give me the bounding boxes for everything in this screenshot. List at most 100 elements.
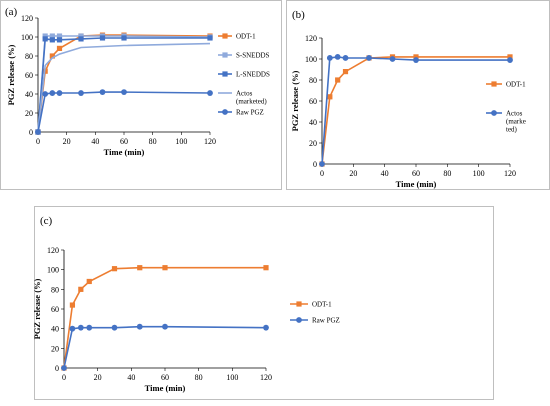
chart-c-data-point: [69, 325, 76, 332]
chart-b-data-point: [507, 57, 513, 63]
chart-a-series-line: [37, 42, 211, 133]
chart-c-x-tick-label: 100: [226, 373, 238, 382]
chart-c-data-point: [78, 286, 84, 292]
chart-a-data-point: [42, 33, 48, 39]
chart-b-y-tick-label: 80: [309, 76, 317, 85]
chart-b-x-tick-label: 100: [473, 169, 485, 178]
chart-c-y-axis-label: PGZ release (%): [32, 278, 42, 339]
chart-a-data-point: [56, 90, 63, 96]
chart-a-data-point: [35, 129, 41, 135]
chart-c-y-tick-label: 0: [55, 364, 59, 373]
chart-b-data-point: [334, 54, 341, 60]
chart-c-panel-label: (c): [40, 215, 53, 227]
chart-a-y-tick-label: 120: [21, 14, 33, 23]
chart-b-data-point: [366, 55, 372, 61]
chart-b-data-point: [335, 77, 341, 83]
chart-b-y-axis-label: PGZ release (%): [290, 70, 300, 131]
chart-c-data-point: [162, 265, 168, 271]
chart-b-data-point: [413, 57, 419, 63]
chart-a-legend-marker: [222, 33, 228, 39]
chart-c-legend-label-line: ODT-1: [312, 301, 332, 309]
chart-a-data-point: [78, 36, 84, 42]
chart-c-y-tick-label: 20: [51, 344, 59, 353]
chart-c-data-point: [263, 324, 269, 331]
chart-b-x-tick-label: 0: [320, 169, 324, 178]
chart-a-legend-label: S-SNEDDS: [236, 52, 270, 60]
chart-a-legend-label-line: Actos: [236, 90, 253, 98]
chart-c-data-point: [77, 324, 84, 331]
chart-c-x-tick-label: 60: [161, 373, 169, 382]
chart-a-legend-label: L-SNEDDS: [236, 71, 270, 79]
chart-c-svg: (c) 0 20 40 60 80 100 120 0 20 40 60 80 100 120 Time (m…: [32, 206, 494, 400]
chart-b-data-point: [327, 94, 333, 100]
chart-a-legend-label-line: Raw PGZ: [236, 109, 264, 117]
chart-c-x-axis-label: Time (min): [145, 383, 186, 393]
chart-a-y-axis-label: PGZ release (%): [6, 44, 16, 105]
chart-b-x-tick-label: 40: [381, 169, 389, 178]
chart-a-data-point: [49, 33, 55, 39]
chart-a-data-point: [78, 90, 84, 96]
chart-b-svg: (b) 0 20 40 60 80 100 120 0 20 40 60 80 100 120 Time (m…: [286, 0, 550, 190]
chart-b-data-point: [319, 161, 325, 167]
chart-c-y-tick-label: 40: [51, 325, 59, 334]
chart-c-legend-marker: [296, 317, 302, 323]
chart-a-x-axis-label: Time (min): [104, 147, 145, 157]
chart-b-x-tick-label: 80: [443, 169, 451, 178]
chart-b-panel-label: (b): [292, 9, 305, 21]
chart-a-data-point: [49, 37, 55, 43]
chart-a-legend-label: ODT-1: [236, 33, 256, 41]
chart-a-x-tick-label: 60: [120, 137, 128, 146]
chart-b-y-tick-label: 100: [305, 55, 317, 64]
chart-c-legend-label: ODT-1: [312, 301, 332, 309]
chart-a-legend-label-line: S-SNEDDS: [236, 52, 270, 60]
chart-c-data-point: [61, 365, 67, 371]
chart-c-legend-label: Raw PGZ: [312, 317, 340, 325]
chart-b-y-tick-label: 40: [309, 118, 317, 127]
chart-b-y-tick-label: 20: [309, 139, 317, 148]
chart-a-legend-marker: [222, 71, 228, 77]
chart-a-data-point: [49, 53, 55, 59]
chart-a-legend-label-line: (marketed): [236, 98, 267, 106]
chart-a-data-point: [56, 37, 63, 43]
chart-b-legend-label: ODT-1: [506, 81, 526, 89]
chart-a-legend-label-line: ODT-1: [236, 33, 256, 41]
chart-c-data-point: [111, 266, 118, 272]
chart-c-legend-label-line: Raw PGZ: [312, 317, 340, 325]
chart-b-data-point: [507, 54, 513, 60]
chart-a-legend-marker: [222, 109, 228, 115]
chart-b-legend-label-line: ODT-1: [506, 81, 526, 89]
chart-c-data-point: [137, 265, 143, 271]
chart-a-legend-label: Actos (marketed): [236, 90, 267, 106]
chart-c-data-point: [263, 265, 269, 271]
chart-a-y-tick-label: 100: [21, 33, 33, 42]
chart-b-series-line: [321, 56, 510, 165]
chart-a-y-tick-label: 0: [29, 128, 33, 137]
chart-b-legend-marker: [491, 110, 497, 116]
chart-a-x-tick-label: 80: [149, 137, 157, 146]
chart-c-x-tick-label: 120: [260, 373, 272, 382]
chart-a-y-tick-label: 60: [25, 71, 33, 80]
chart-a-y-tick-label: 40: [25, 90, 33, 99]
chart-a-data-point: [99, 35, 106, 41]
chart-c-x-tick-label: 20: [94, 373, 102, 382]
chart-c-data-point: [136, 323, 143, 330]
chart-a-x-tick-label: 20: [63, 137, 71, 146]
chart-a-data-point: [99, 89, 106, 95]
chart-panel-c: (c) 0 20 40 60 80 100 120 0 20 40 60 80 100 120 Time (m…: [32, 206, 494, 400]
chart-a-data-point: [56, 33, 63, 39]
chart-b-data-point: [342, 69, 349, 75]
chart-c-data-point: [86, 278, 92, 285]
chart-b-legend-marker: [491, 81, 497, 87]
chart-a-x-tick-label: 0: [36, 137, 40, 146]
chart-a-data-point: [42, 36, 48, 42]
chart-c-data-point: [111, 324, 118, 331]
chart-a-data-point: [121, 89, 127, 95]
chart-c-x-tick-label: 0: [62, 373, 66, 382]
chart-panel-a: (a) 0 20 40 60 80 100 120 0 20 40 60 80 100 120 Time (m…: [0, 0, 282, 190]
chart-b-y-tick-label: 120: [305, 34, 317, 43]
chart-b-data-point: [326, 55, 333, 61]
chart-b-x-tick-label: 60: [412, 169, 420, 178]
chart-a-x-tick-label: 120: [204, 137, 216, 146]
chart-b-data-point: [342, 55, 349, 61]
chart-b-frame: [286, 0, 550, 190]
